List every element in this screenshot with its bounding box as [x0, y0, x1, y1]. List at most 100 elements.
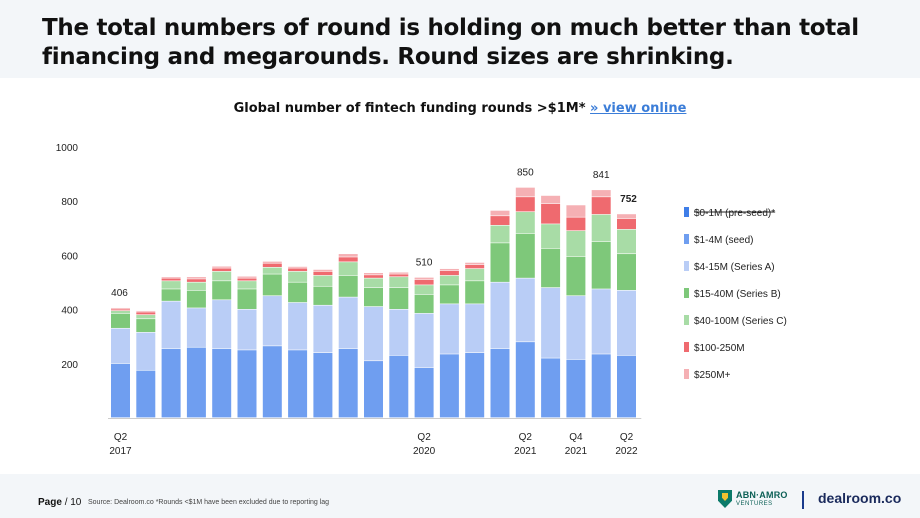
bar-segment [591, 241, 611, 289]
bar-segment [414, 313, 434, 368]
bar-segment [313, 275, 333, 286]
bar-segment [237, 309, 257, 350]
legend-label: $0-1M (pre-seed)* [694, 208, 775, 219]
bar-segment [262, 263, 282, 267]
bar-segment [186, 347, 206, 418]
bar-segment [414, 294, 434, 314]
bar-segment [591, 190, 611, 197]
bar-segment [490, 216, 510, 225]
bar-segment [414, 279, 434, 285]
bar-segment [591, 289, 611, 354]
bar-segment [262, 296, 282, 346]
bar-segment [212, 271, 232, 281]
bar-segment [186, 277, 206, 279]
bar-segment [465, 262, 485, 265]
legend-swatch [684, 315, 689, 325]
x-tick-label-year: 2021 [565, 446, 588, 457]
x-tick-label: Q2 [417, 432, 431, 443]
legend-label: $250M+ [694, 370, 731, 381]
bar-segment [161, 301, 181, 349]
total-label: 850 [517, 168, 534, 179]
bar-segment [262, 346, 282, 418]
bar-segment [288, 271, 308, 282]
bar-segment [237, 289, 257, 309]
x-tick-label: Q2 [114, 432, 128, 443]
legend-label: $40-100M (Series C) [694, 316, 787, 327]
bar-segment [566, 359, 586, 418]
bar-segment [111, 307, 130, 309]
bar-segment [566, 296, 586, 360]
bar-segment [490, 243, 510, 282]
bar-segment [414, 285, 434, 295]
bar-segment [465, 352, 485, 418]
legend-label: $1-4M (seed) [694, 235, 753, 246]
dealroom-logo: dealroom.co [818, 490, 902, 506]
x-tick-label: Q2 [519, 432, 533, 443]
bar-segment [515, 278, 535, 342]
x-tick-label-year: 2022 [615, 446, 638, 457]
source-note: Source: Dealroom.co *Rounds <$1M have be… [88, 499, 330, 506]
bar-segment [591, 214, 611, 242]
bar-segment [439, 270, 459, 276]
bar-segment [541, 195, 561, 204]
bar-segment [617, 229, 636, 254]
bar-segment [389, 272, 409, 274]
page-indicator: Page / 10 [38, 497, 81, 508]
bar-segment [136, 312, 156, 315]
x-tick-label: Q2 [620, 432, 634, 443]
bar-segment [566, 217, 586, 231]
total-label: 752 [620, 194, 637, 205]
bar-segment [515, 233, 535, 278]
x-tick-label-year: 2021 [514, 446, 537, 457]
bar-segment [515, 342, 535, 418]
bar-segment [490, 348, 510, 418]
page-label: Page [38, 497, 62, 508]
legend-swatch [684, 288, 689, 298]
bar-segment [364, 361, 383, 418]
bar-segment [161, 281, 181, 289]
bar-segment [111, 313, 130, 328]
view-online-link[interactable]: » view online [590, 101, 687, 116]
bar-segment [186, 282, 206, 291]
bar-segment [338, 257, 358, 262]
bar-segment [313, 269, 333, 272]
legend-swatch [684, 207, 689, 217]
bar-segment [262, 267, 282, 274]
bar-segment [338, 254, 358, 257]
bar-segment [541, 287, 561, 358]
bar-segment [541, 224, 561, 249]
footer: Page / 10 Source: Dealroom.co *Rounds <$… [0, 474, 920, 518]
bar-segment [541, 203, 561, 224]
bar-segment [288, 350, 308, 418]
bar-segment [566, 231, 586, 257]
bar-segment [490, 210, 510, 216]
bar-segment [364, 275, 383, 278]
bar-segment [389, 274, 409, 277]
bar-segment [591, 197, 611, 215]
bar-segment [465, 264, 485, 269]
bar-segment [262, 274, 282, 296]
bar-segment [313, 305, 333, 353]
bar-segment [161, 289, 181, 301]
bar-segment [237, 350, 257, 418]
bar-segment [338, 262, 358, 276]
legend-swatch [684, 342, 689, 352]
bar-segment [364, 287, 383, 307]
bar-segment [161, 277, 181, 278]
bar-segment [161, 348, 181, 418]
abn-amro-ventures-logo: ABN·AMRO VENTURES [718, 490, 793, 512]
legend-swatch [684, 261, 689, 271]
abn-shield-icon [718, 490, 732, 508]
y-tick-label: 1000 [56, 143, 79, 154]
bar-segment [111, 310, 130, 314]
bar-segment [338, 275, 358, 297]
bar-segment [111, 363, 130, 418]
bar-segment [364, 306, 383, 361]
bar-segment [541, 358, 561, 418]
footer-divider [802, 491, 804, 509]
total-label: 510 [416, 258, 433, 269]
page-number: / 10 [64, 497, 82, 508]
bar-segment [288, 268, 308, 272]
bar-segment [414, 367, 434, 418]
bar-segment [515, 212, 535, 234]
